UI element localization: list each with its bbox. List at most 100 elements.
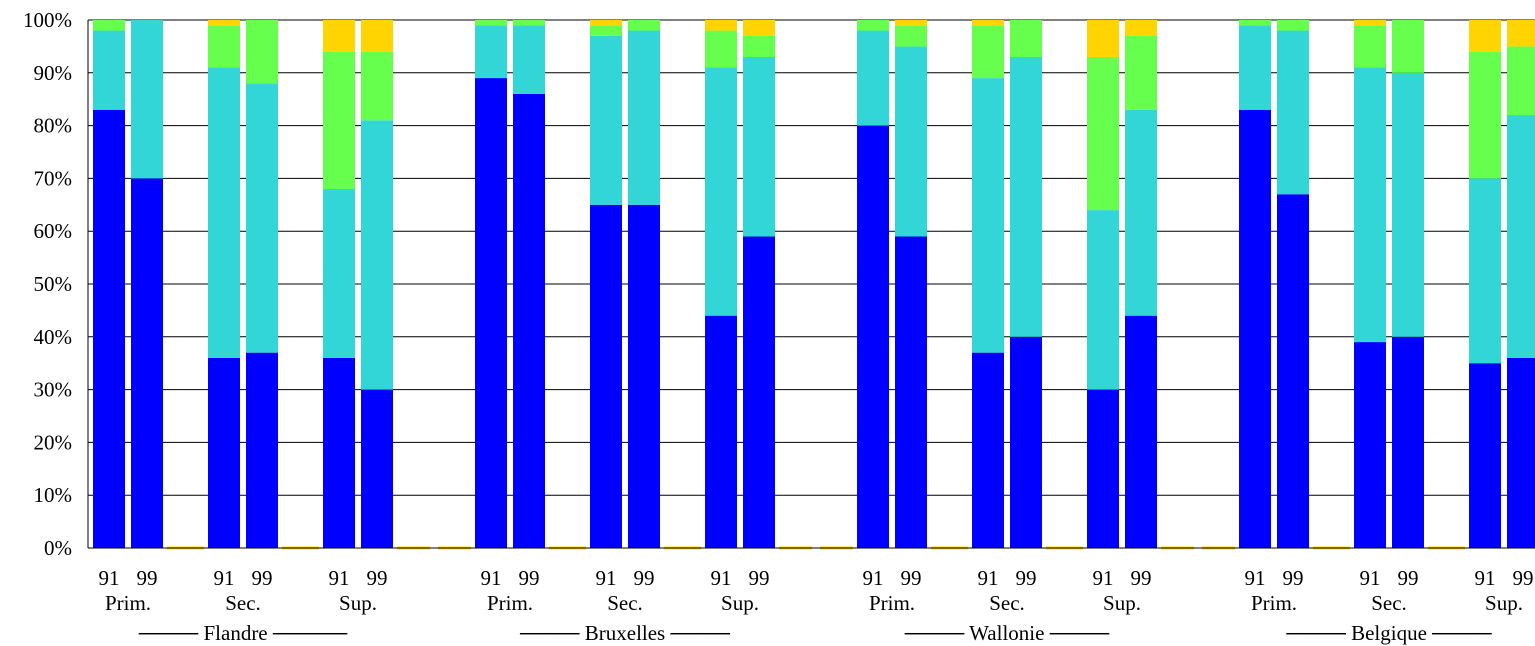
year-label: 91 bbox=[329, 566, 350, 590]
bar-segment bbox=[1277, 20, 1309, 31]
bar-segment bbox=[1354, 67, 1386, 343]
bar-segment bbox=[1507, 46, 1535, 116]
bar-segment bbox=[361, 51, 393, 121]
group-label: Sec. bbox=[607, 591, 643, 615]
year-label: 99 bbox=[634, 566, 655, 590]
bar-segment bbox=[513, 20, 545, 26]
bar-segment bbox=[705, 30, 737, 68]
bar-segment bbox=[323, 357, 355, 548]
group-label: Prim. bbox=[869, 591, 915, 615]
year-label: 99 bbox=[1283, 566, 1304, 590]
bar-segment bbox=[1507, 115, 1535, 358]
y-tick-label: 40% bbox=[34, 325, 73, 349]
group-label: Sec. bbox=[989, 591, 1025, 615]
bar-segment bbox=[93, 30, 125, 110]
bar-segment bbox=[1392, 20, 1424, 73]
region-label: ──── Bruxelles ──── bbox=[519, 621, 730, 645]
year-label: 91 bbox=[214, 566, 235, 590]
year-label: 91 bbox=[1475, 566, 1496, 590]
bar-segment bbox=[972, 20, 1004, 26]
bar-segment bbox=[1469, 363, 1501, 548]
bar-segment bbox=[361, 389, 393, 548]
year-label: 91 bbox=[863, 566, 884, 590]
bar-segment bbox=[208, 357, 240, 548]
group-label: Prim. bbox=[487, 591, 533, 615]
group-label: Prim. bbox=[105, 591, 151, 615]
bar-segment bbox=[1354, 25, 1386, 68]
bar-segment bbox=[743, 236, 775, 549]
bar-segment bbox=[246, 20, 278, 84]
bar-segment bbox=[361, 120, 393, 390]
bar-segment bbox=[743, 20, 775, 36]
bar-segment bbox=[1125, 20, 1157, 36]
bar-segment bbox=[857, 20, 889, 31]
y-tick-label: 0% bbox=[44, 536, 72, 560]
group-label: Sup. bbox=[721, 591, 759, 615]
year-label: 91 bbox=[481, 566, 502, 590]
bar-segment bbox=[1469, 20, 1501, 52]
bar-segment bbox=[857, 30, 889, 126]
bar-segment bbox=[1392, 72, 1424, 337]
year-label: 91 bbox=[978, 566, 999, 590]
bar-segment bbox=[208, 67, 240, 358]
bar-segment bbox=[361, 20, 393, 52]
bar-segment bbox=[323, 188, 355, 358]
bar-segment bbox=[246, 352, 278, 548]
bar-segment bbox=[590, 204, 622, 549]
bar-segment bbox=[1087, 56, 1119, 211]
group-label: Sup. bbox=[339, 591, 377, 615]
bar-segment bbox=[1087, 389, 1119, 548]
bar-segment bbox=[1010, 56, 1042, 337]
year-label: 91 bbox=[596, 566, 617, 590]
region-label: ──── Wallonie ──── bbox=[904, 621, 1110, 645]
bars bbox=[93, 20, 1535, 549]
y-tick-label: 100% bbox=[23, 8, 72, 32]
y-tick-label: 80% bbox=[34, 114, 73, 138]
bar-segment bbox=[895, 20, 927, 26]
bar-segment bbox=[705, 315, 737, 548]
bar-segment bbox=[131, 178, 163, 548]
year-label: 99 bbox=[749, 566, 770, 590]
bar-segment bbox=[590, 25, 622, 36]
bar-segment bbox=[1469, 51, 1501, 179]
bar-segment bbox=[895, 46, 927, 237]
bar-segment bbox=[475, 25, 507, 79]
bar-segment bbox=[1125, 35, 1157, 110]
y-tick-label: 30% bbox=[34, 378, 73, 402]
bar-segment bbox=[323, 20, 355, 52]
year-label: 99 bbox=[901, 566, 922, 590]
year-label: 91 bbox=[1093, 566, 1114, 590]
year-label: 99 bbox=[252, 566, 273, 590]
bar-segment bbox=[513, 25, 545, 94]
year-label: 99 bbox=[1398, 566, 1419, 590]
year-label: 91 bbox=[1360, 566, 1381, 590]
group-label: Prim. bbox=[1251, 591, 1297, 615]
bar-segment bbox=[590, 20, 622, 26]
bar-segment bbox=[1239, 20, 1271, 26]
y-tick-label: 90% bbox=[34, 61, 73, 85]
bar-segment bbox=[972, 352, 1004, 548]
y-tick-label: 60% bbox=[34, 219, 73, 243]
bar-segment bbox=[1469, 178, 1501, 364]
bar-segment bbox=[475, 20, 507, 26]
bar-segment bbox=[705, 67, 737, 316]
year-label: 99 bbox=[519, 566, 540, 590]
bar-segment bbox=[590, 35, 622, 205]
bar-segment bbox=[1239, 109, 1271, 548]
bar-segment bbox=[1125, 109, 1157, 316]
region-label: ──── Belgique ──── bbox=[1285, 621, 1491, 645]
bar-segment bbox=[972, 78, 1004, 353]
region-label: ──── Flandre ───── bbox=[138, 621, 348, 645]
bar-segment bbox=[1010, 20, 1042, 57]
y-tick-label: 50% bbox=[34, 272, 73, 296]
bar-segment bbox=[1125, 315, 1157, 548]
bar-segment bbox=[513, 93, 545, 549]
year-label: 99 bbox=[1016, 566, 1037, 590]
bar-segment bbox=[705, 20, 737, 31]
bar-segment bbox=[475, 78, 507, 548]
bar-segment bbox=[743, 35, 775, 57]
bar-segment bbox=[1277, 30, 1309, 195]
bar-segment bbox=[857, 125, 889, 548]
